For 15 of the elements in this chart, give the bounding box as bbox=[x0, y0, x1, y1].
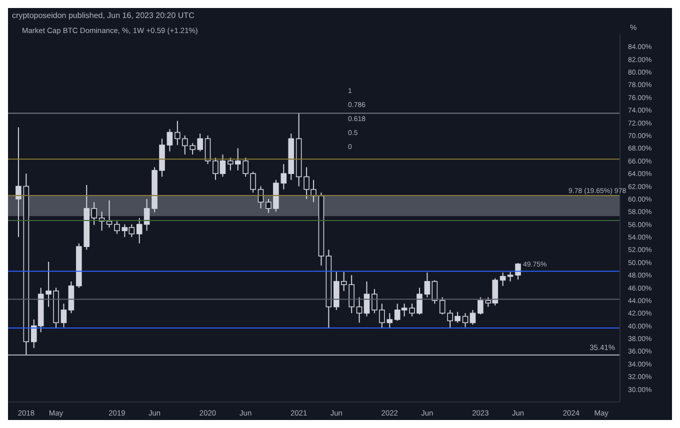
candlestick bbox=[432, 280, 438, 304]
chart-subtitle: cryptoposeidon published, Jun 16, 2023 20:20 UTC bbox=[11, 10, 196, 22]
candlestick bbox=[424, 272, 430, 298]
candlestick bbox=[478, 296, 484, 315]
candlestick bbox=[470, 310, 476, 326]
candlestick bbox=[166, 128, 173, 152]
candlestick bbox=[462, 312, 468, 328]
candlestick bbox=[60, 303, 67, 328]
candlestick bbox=[500, 272, 506, 286]
candlestick bbox=[356, 296, 362, 324]
candlestick bbox=[364, 280, 370, 317]
candlestick bbox=[16, 126, 22, 238]
candlestick bbox=[507, 271, 514, 282]
candlestick bbox=[204, 135, 211, 165]
candlestick bbox=[114, 220, 120, 234]
